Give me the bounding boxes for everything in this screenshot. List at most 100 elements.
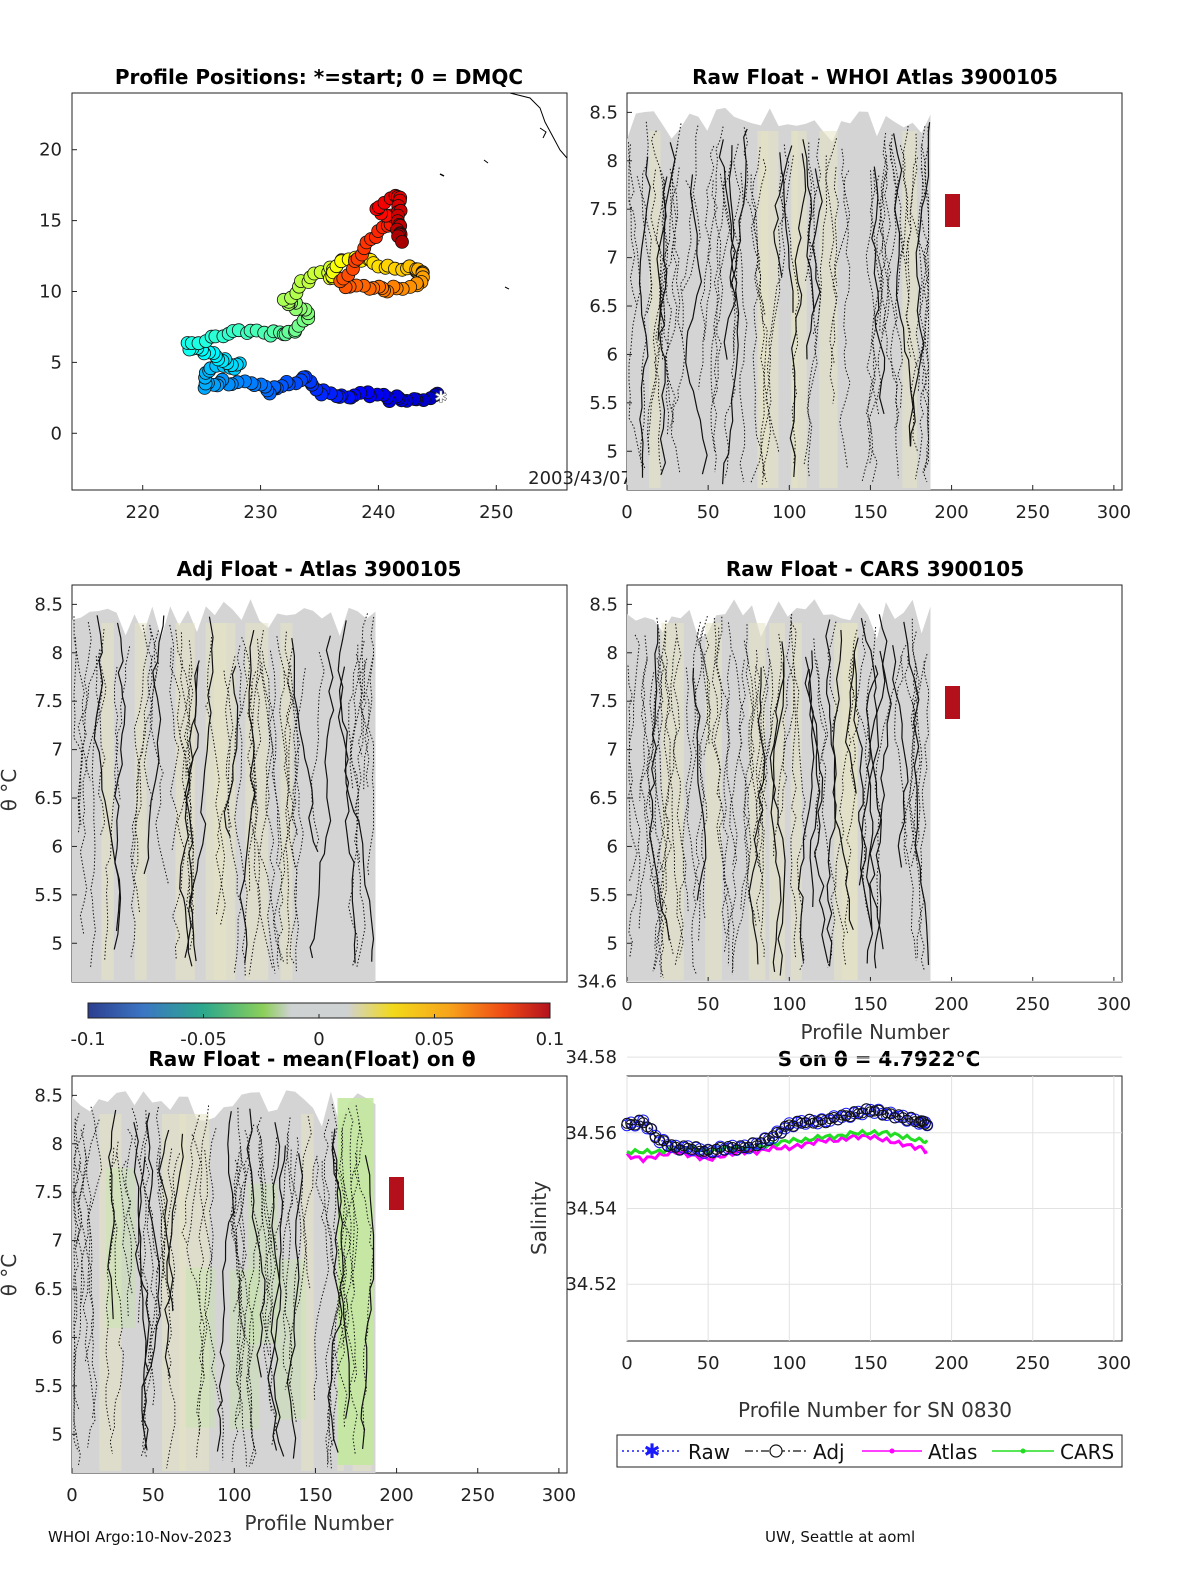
y-tick-label: 8.5 [589,594,618,615]
contour-line [288,1115,312,1388]
adj-marker [836,1109,848,1121]
contour-line [77,649,101,934]
circle-marker-icon [769,1444,783,1458]
contour-line [283,631,298,965]
y-tick-label: 34.56 [565,1123,617,1144]
contour-line [286,1153,304,1459]
contour-line [260,669,276,974]
y-tick-label: 6 [607,344,618,365]
contour-line [829,148,851,363]
field-green-patch [275,1259,306,1420]
contour-line [669,123,683,339]
contour-line [880,173,891,334]
contour-line [703,180,718,342]
legend: ✱ Raw Adj Atlas CARS [616,1434,1123,1468]
contour-line [364,654,374,788]
legend-adj-label: Adj [813,1440,845,1464]
contour-line [247,630,264,892]
contour-line [273,1117,291,1252]
contour-line [751,146,772,483]
y-tick-label: 7.5 [34,691,63,712]
contour-line [290,1149,302,1307]
adj-marker [881,1107,893,1119]
contour-line [357,640,367,757]
contour-line [271,1122,285,1457]
contour-line [648,624,670,941]
contour-line [875,175,900,479]
adj-marker [800,1117,811,1129]
contour-line [354,1152,375,1437]
contour-line [804,142,816,282]
salinity-xlabel: Profile Number for SN 0830 [738,1398,1012,1422]
y-tick-label: 7.5 [34,1182,63,1203]
x-tick-label: 150 [853,1353,887,1374]
contour-line [692,667,707,901]
field-streak [760,131,769,488]
adj-marker [816,1114,828,1126]
x-tick-label: 150 [853,994,887,1015]
x-tick-label: 220 [126,502,160,523]
contour-line [155,1106,166,1275]
contour-line [710,160,732,452]
y-tick-label: 7.5 [589,199,618,220]
y-tick-label: 8.5 [34,1085,63,1106]
contour-line [695,634,712,942]
contour-line [130,628,152,867]
contour-line [143,615,165,875]
legend-atlas: Atlas [862,1440,977,1464]
legend-adj: Adj [745,1440,845,1464]
contour-line [758,666,769,874]
field-green-patch [229,1269,260,1430]
contour-line [241,637,273,968]
y-tick-label: 20 [39,140,62,161]
contour-line [90,655,101,967]
x-tick-label: 100 [772,502,806,523]
contour-line [267,1145,286,1451]
contour-line [354,658,368,864]
contour-line [73,1162,82,1410]
field-green-patch [185,1267,216,1428]
contour-line [646,672,665,978]
contour-line [139,1110,156,1407]
y-tick-label: 8 [607,151,618,172]
contour-line [367,616,375,876]
contour-line [779,152,794,313]
contour-line [865,140,889,482]
adj-marker [901,1114,913,1126]
x-tick-label: 200 [379,1485,413,1506]
y-tick-label: 6.5 [589,296,618,317]
x-tick-label: 250 [1016,502,1050,523]
contour-line [80,1106,103,1305]
contour-line [887,134,904,409]
track-point [395,234,409,249]
y-tick-label: 7 [607,248,618,269]
contour-line [261,650,285,963]
x-tick-label: 250 [1016,994,1050,1015]
raw-marker [892,1110,905,1123]
adj-marker [739,1142,751,1154]
colorbar: -0.1 -0.05 0 0.05 0.1 [70,1002,564,1050]
y-tick-label: 8.5 [34,594,63,615]
x-tick-label: 250 [479,502,513,523]
contour-line [116,1153,133,1294]
y-tick-label: 5.5 [589,885,618,906]
contour-line [681,125,701,293]
contour-line [760,155,794,485]
raw-mean-ticks: 0 50 100 150 200 250 300 5 5.5 6 6.5 7 7.5 8 8.5 [34,1085,576,1506]
contour-line [216,1111,235,1452]
raw-whoi-ticks: 0 50 100 150 200 250 300 5 5.5 6 6.5 7 7.5 8 8.5 [589,102,1131,523]
contour-line [156,1147,166,1279]
y-tick-label: 10 [39,282,62,303]
raw-mean-panel: Raw Float - mean(Float) on θ 0 50 100 150 20… [0,1047,576,1535]
track-markers: ✱ [180,188,448,409]
contour-line [188,616,214,962]
contour-line [905,133,918,266]
y-tick-label: 6 [607,836,618,857]
contour-line [205,636,226,917]
contour-line [825,138,838,404]
contour-line [889,142,912,358]
contour-line [685,667,697,975]
contour-line [284,1133,294,1390]
y-tick-label: 15 [39,211,62,232]
